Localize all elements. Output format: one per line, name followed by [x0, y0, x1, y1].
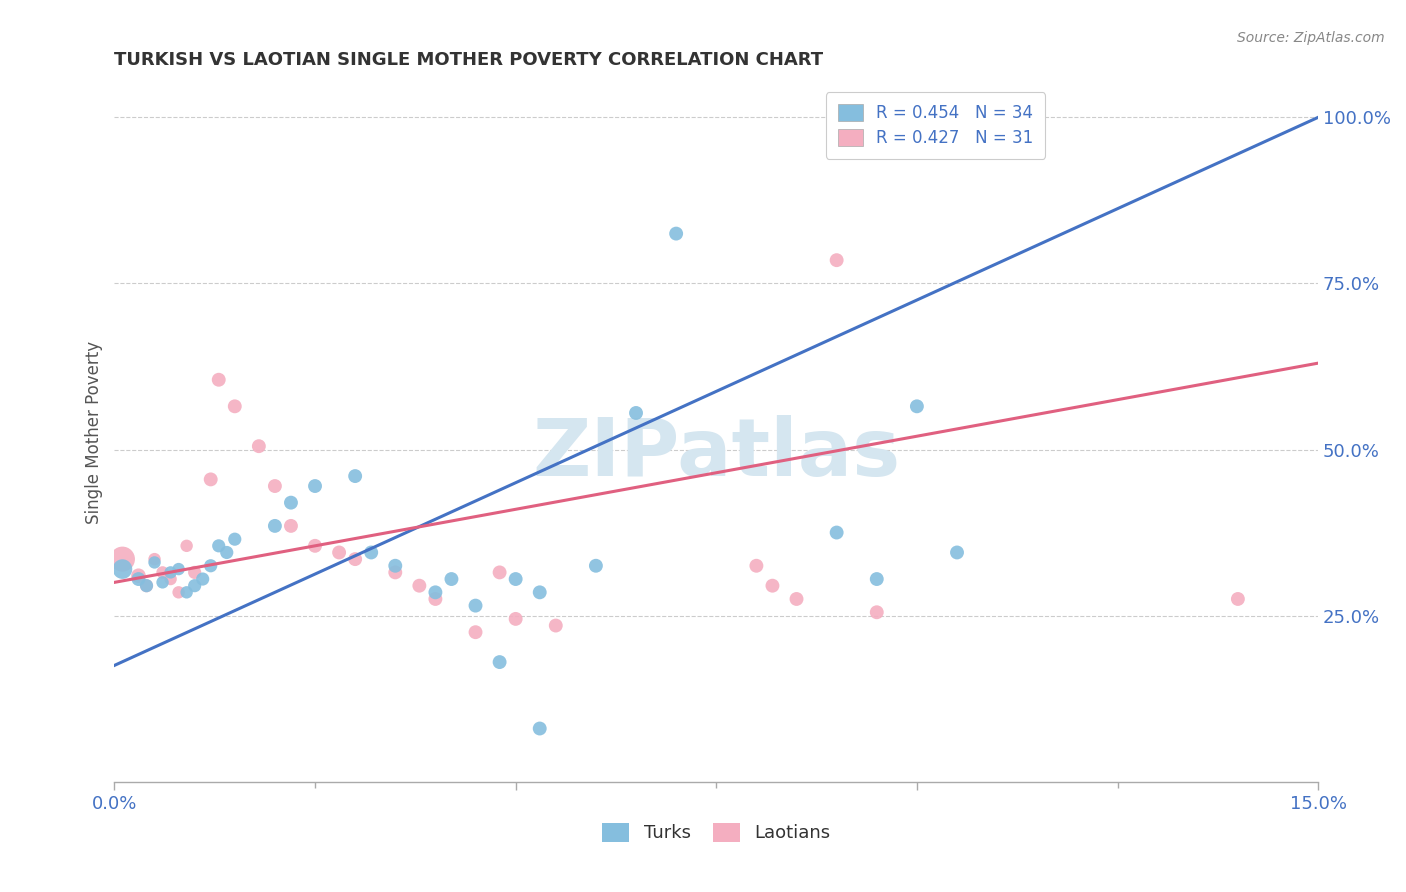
Point: [665, 227, 688, 241]
Point: [183, 566, 205, 580]
Y-axis label: Single Mother Poverty: Single Mother Poverty: [86, 342, 103, 524]
Point: [825, 525, 848, 540]
Point: [384, 566, 406, 580]
Point: [866, 572, 889, 586]
Point: [143, 552, 166, 566]
Point: [464, 599, 486, 613]
Text: Source: ZipAtlas.com: Source: ZipAtlas.com: [1237, 31, 1385, 45]
Point: [143, 556, 166, 570]
Point: [200, 558, 222, 573]
Point: [344, 469, 367, 483]
Point: [280, 519, 302, 533]
Point: [176, 585, 198, 599]
Point: [328, 545, 350, 559]
Point: [425, 591, 447, 606]
Point: [208, 539, 231, 553]
Point: [167, 562, 190, 576]
Legend: Turks, Laotians: Turks, Laotians: [602, 823, 830, 842]
Point: [111, 562, 134, 576]
Point: [544, 618, 567, 632]
Point: [135, 579, 157, 593]
Point: [425, 585, 447, 599]
Point: [344, 552, 367, 566]
Point: [111, 552, 134, 566]
Point: [866, 605, 889, 619]
Point: [191, 572, 214, 586]
Point: [1226, 591, 1249, 606]
Point: [384, 558, 406, 573]
Point: [505, 612, 527, 626]
Point: [304, 539, 326, 553]
Point: [135, 579, 157, 593]
Point: [200, 472, 222, 486]
Point: [280, 496, 302, 510]
Point: [529, 722, 551, 736]
Point: [745, 558, 768, 573]
Point: [224, 532, 246, 546]
Point: [946, 545, 969, 559]
Point: [505, 572, 527, 586]
Point: [488, 566, 510, 580]
Point: [264, 479, 287, 493]
Point: [529, 585, 551, 599]
Point: [360, 545, 382, 559]
Point: [159, 572, 181, 586]
Point: [152, 566, 174, 580]
Point: [905, 400, 928, 414]
Point: [167, 585, 190, 599]
Point: [183, 579, 205, 593]
Point: [304, 479, 326, 493]
Point: [159, 566, 181, 580]
Point: [585, 558, 607, 573]
Point: [152, 575, 174, 590]
Point: [408, 579, 430, 593]
Point: [176, 539, 198, 553]
Point: [786, 591, 808, 606]
Point: [825, 253, 848, 268]
Point: [215, 545, 238, 559]
Text: TURKISH VS LAOTIAN SINGLE MOTHER POVERTY CORRELATION CHART: TURKISH VS LAOTIAN SINGLE MOTHER POVERTY…: [114, 51, 824, 69]
Point: [247, 439, 270, 453]
Point: [624, 406, 647, 420]
Point: [224, 400, 246, 414]
Point: [440, 572, 463, 586]
Point: [208, 373, 231, 387]
Text: ZIPatlas: ZIPatlas: [531, 415, 900, 492]
Point: [488, 655, 510, 669]
Point: [264, 519, 287, 533]
Point: [127, 568, 149, 582]
Point: [127, 572, 149, 586]
Point: [464, 625, 486, 640]
Point: [761, 579, 783, 593]
